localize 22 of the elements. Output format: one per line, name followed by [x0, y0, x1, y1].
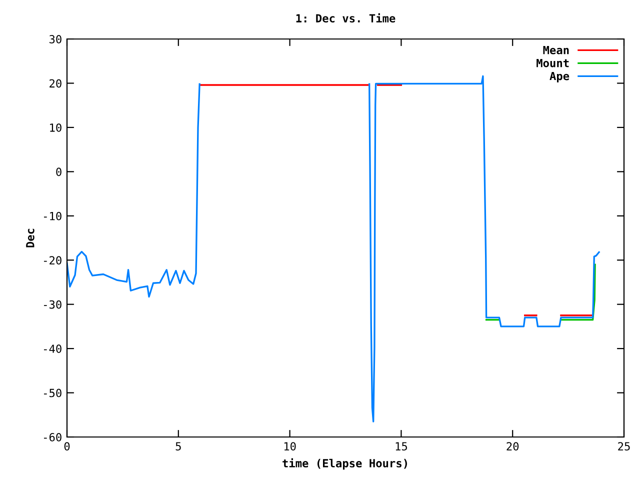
chart-title: 1: Dec vs. Time — [296, 13, 396, 22]
legend-label: Ape — [550, 72, 570, 82]
x-tick-label: 5 — [176, 442, 181, 451]
y-tick-label: -10 — [44, 212, 62, 220]
x-tick-label: 10 — [284, 442, 296, 451]
y-tick-label: -50 — [44, 388, 62, 398]
y-tick-label: 20 — [50, 79, 62, 88]
y-axis-title: Dec — [26, 228, 34, 248]
y-tick-label: -30 — [44, 300, 62, 309]
x-tick-label: 25 — [618, 442, 630, 451]
x-tick-label: 15 — [396, 442, 407, 451]
y-tick-label: 0 — [56, 168, 62, 176]
y-tick-label: 30 — [50, 35, 62, 44]
y-tick-label: 10 — [50, 123, 62, 132]
y-tick-label: -40 — [44, 344, 62, 353]
x-tick-label: 0 — [64, 442, 70, 451]
x-tick-label: 20 — [506, 442, 519, 451]
legend-label: Mean — [543, 46, 569, 54]
y-tick-label: -20 — [44, 256, 62, 265]
legend-label: Mount — [536, 58, 569, 68]
y-tick-label: -60 — [44, 433, 62, 442]
x-axis-title: time (Elapse Hours) — [282, 458, 407, 470]
